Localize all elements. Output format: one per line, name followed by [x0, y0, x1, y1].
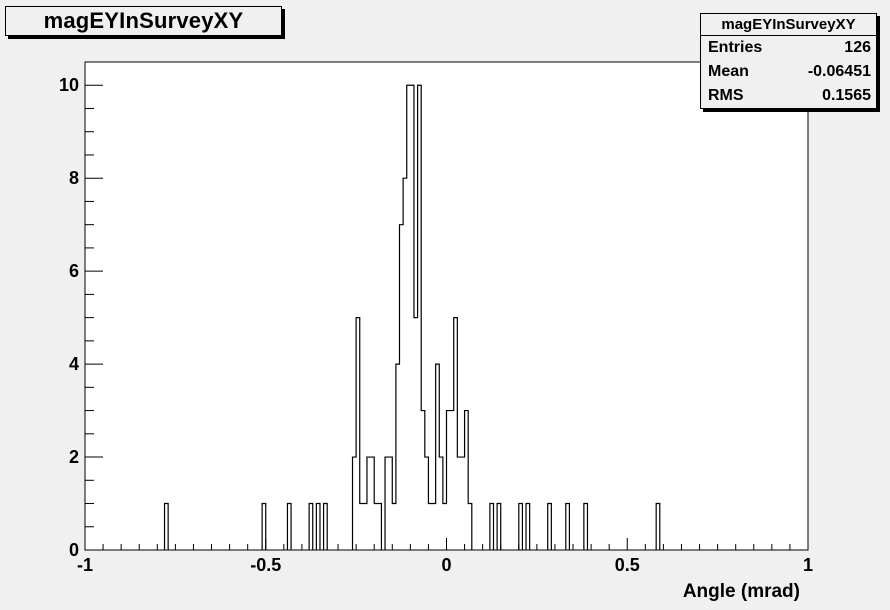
histogram-title-box: magEYInSurveyXY — [5, 6, 282, 36]
x-tick-label: 1 — [803, 555, 813, 575]
stats-mean-value: -0.06451 — [807, 63, 871, 80]
stats-entries-value: 126 — [844, 39, 871, 56]
x-tick-label: 0 — [441, 555, 451, 575]
x-tick-label: -1 — [77, 555, 93, 575]
stats-rms-value: 0.1565 — [822, 87, 871, 104]
y-tick-label: 8 — [69, 168, 79, 188]
y-axis: 0 2 4 6 8 10 — [59, 61, 103, 560]
y-tick-label: 10 — [59, 75, 79, 95]
y-tick-label: 6 — [69, 261, 79, 281]
stats-box: magEYInSurveyXY Entries 126 Mean -0.0645… — [700, 13, 877, 109]
x-tick-label: -0.5 — [250, 555, 281, 575]
x-tick-label: 0.5 — [615, 555, 640, 575]
stats-entries-label: Entries — [708, 39, 763, 56]
histogram-outline — [163, 84, 661, 550]
stats-box-title: magEYInSurveyXY — [701, 14, 876, 36]
stats-row-entries: Entries 126 — [701, 36, 876, 60]
x-axis-label: Angle (mrad) — [683, 581, 800, 602]
y-tick-label: 4 — [69, 354, 79, 374]
stats-rms-label: RMS — [708, 87, 744, 104]
chart-title: magEYInSurveyXY — [43, 8, 244, 33]
stats-row-mean: Mean -0.06451 — [701, 60, 876, 84]
x-axis: -1 -0.5 0 0.5 1 — [77, 538, 813, 575]
y-tick-label: 2 — [69, 447, 79, 467]
y-tick-label: 0 — [69, 540, 79, 560]
stats-mean-label: Mean — [708, 63, 749, 80]
stats-row-rms: RMS 0.1565 — [701, 84, 876, 108]
